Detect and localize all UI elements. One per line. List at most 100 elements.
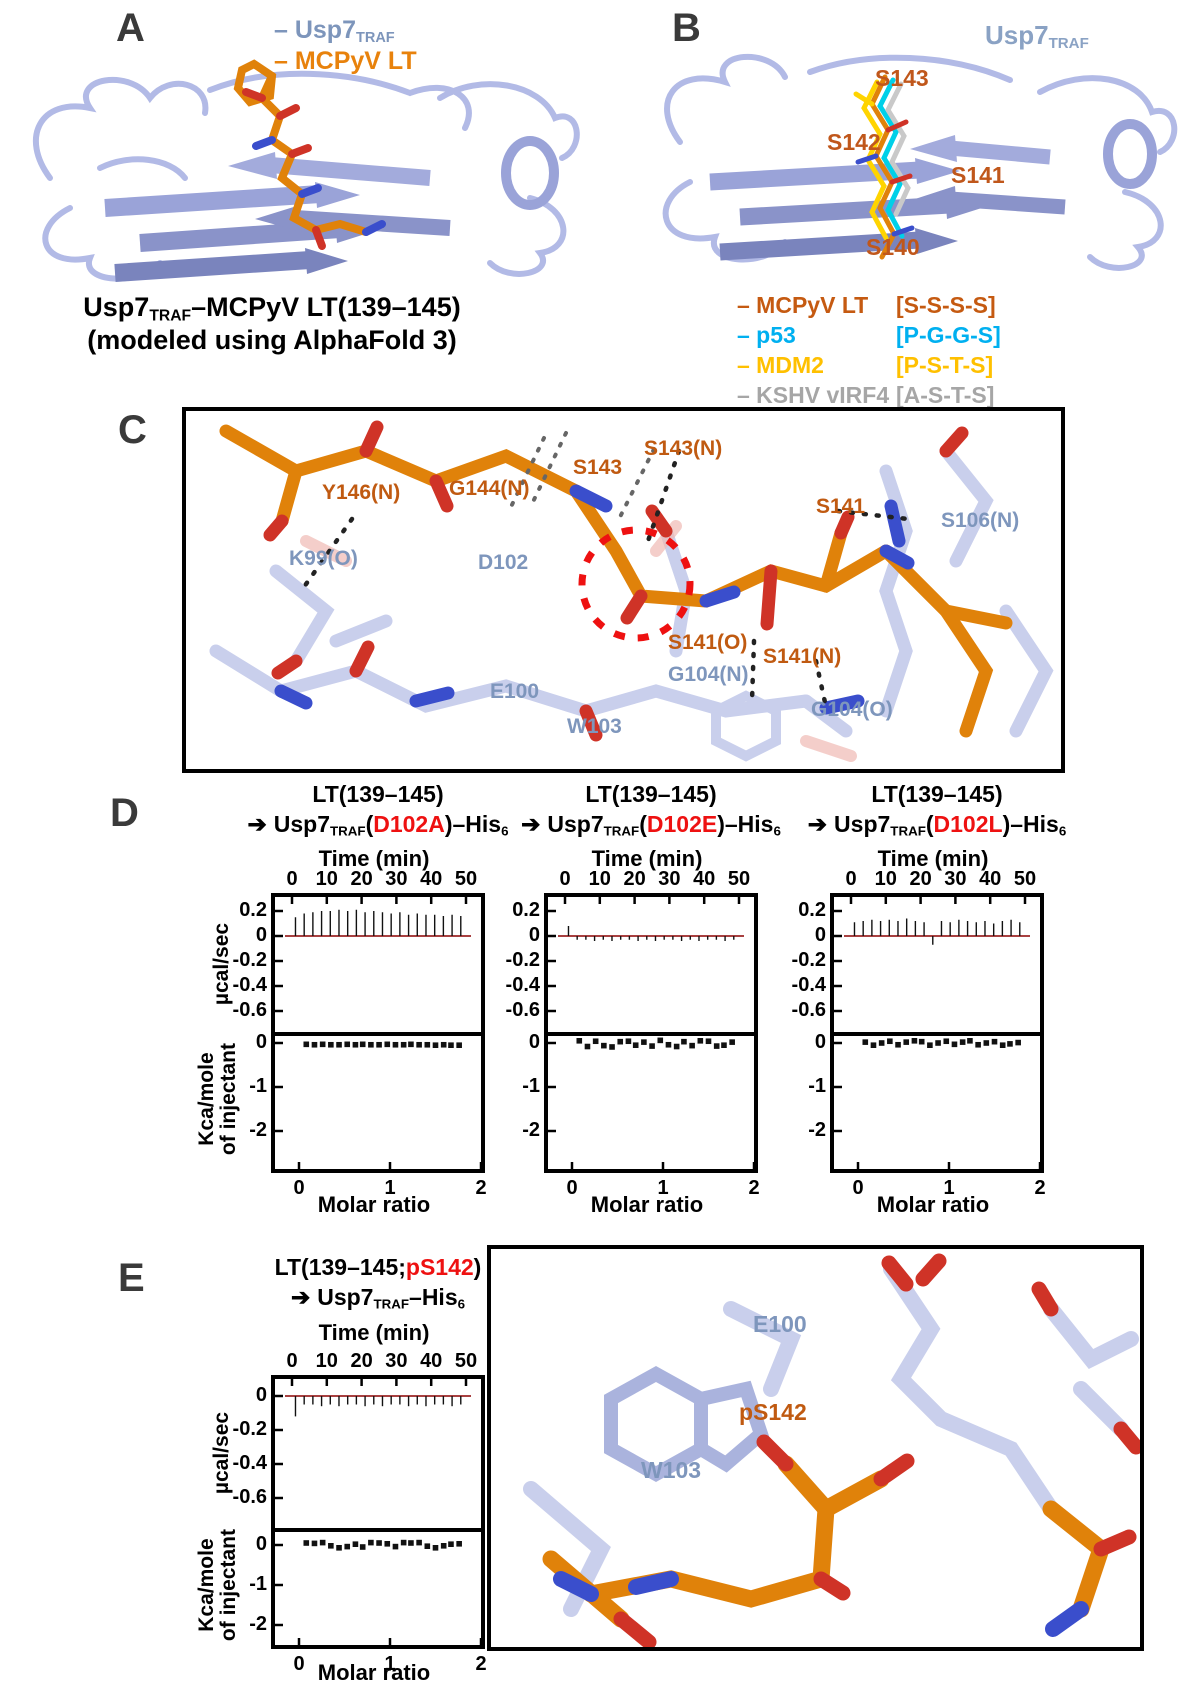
axis-tick-label: -1 <box>522 1075 540 1097</box>
axis-tick-label: 0 <box>528 924 540 946</box>
axis-tick-label: 0 <box>255 1031 267 1053</box>
panel-label-a: A <box>116 6 145 50</box>
axis-tick-label: 1 <box>384 1177 396 1199</box>
arrow-icon: ➔ <box>807 811 828 838</box>
c-label-s141o: S141(O) <box>668 631 748 654</box>
c-label-s141: S141 <box>816 495 866 518</box>
axis-tick-label: 30 <box>385 1350 408 1372</box>
axis-tick-label: -0.4 <box>791 974 826 996</box>
axis-tick-label: -1 <box>249 1075 267 1097</box>
panel-label-b: B <box>672 6 701 50</box>
axis-tick-label: 0.2 <box>239 899 267 921</box>
axis-tick-label: 40 <box>979 868 1002 890</box>
itc-plot-svg <box>275 1379 481 1645</box>
axis-tick-label: 20 <box>909 868 932 890</box>
axis-tick-label: 0 <box>852 1177 864 1199</box>
xlabel-molar-ratio: Molar ratio <box>876 1192 990 1217</box>
c-label-s143: S143 <box>573 456 623 479</box>
e-label-e100: E100 <box>753 1311 807 1337</box>
e-label-w103: W103 <box>641 1457 702 1483</box>
axis-tick-label: 0 <box>814 924 826 946</box>
c-label-k99o: K99(O) <box>289 547 358 570</box>
axis-tick-label: -0.2 <box>505 949 540 971</box>
legend-usp7-text: – Usp7 <box>274 16 356 44</box>
axis-tick-label: 20 <box>350 1350 373 1372</box>
axis-tick-label: 1 <box>943 1177 955 1199</box>
axis-tick-label: 10 <box>315 868 338 890</box>
axis-tick-label: -0.2 <box>232 1418 267 1440</box>
itc-plot-ps142: 0 10 20 30 40 50 0 -0.2 -0.4 -0.6 0 -1 -2 0 1 2 <box>233 1350 487 1675</box>
axis-tick-label: 0.2 <box>512 899 540 921</box>
residue-label-s140: S140 <box>866 234 920 260</box>
c-label-w103: W103 <box>567 715 622 738</box>
axis-tick-label: 0 <box>293 1653 305 1675</box>
axis-tick-label: 50 <box>454 868 478 890</box>
highlight-circle-s142 <box>578 526 694 642</box>
axis-tick-label: 0 <box>255 924 267 946</box>
axis-tick-label: 30 <box>658 868 681 890</box>
structure-closeup-interactions: Y146(N) G144(N) S143 S143(N) S141 S106(N… <box>182 407 1065 773</box>
axis-tick-label: -0.4 <box>232 974 267 996</box>
caption-panel-a: Usp7TRAF–MCPyV LT(139–145) (modeled usin… <box>62 292 482 356</box>
arrow-icon: ➔ <box>521 811 541 838</box>
time-axis-title: Time (min) <box>877 846 989 871</box>
itc-title-d102a: LT(139–145) ➔ Usp7TRAF(D102A)–His6 <box>247 781 509 840</box>
time-axis-title: Time (min) <box>318 1320 430 1345</box>
axis-tick-label: 50 <box>1013 868 1037 890</box>
axis-tick-label: -2 <box>249 1613 267 1635</box>
legend-row-kshv: – KSHV vIRF4 [A-S-T-S] <box>737 382 995 408</box>
xlabel-molar-ratio: Molar ratio <box>317 1660 431 1685</box>
axis-tick-label: -0.4 <box>505 974 540 996</box>
c-label-s106n: S106(N) <box>941 509 1020 532</box>
xlabel-molar-ratio: Molar ratio <box>317 1192 431 1217</box>
axis-tick-label: -2 <box>808 1119 826 1141</box>
axis-tick-label: 40 <box>693 868 716 890</box>
itc-plot-d102e: 0 10 20 30 40 50 0.2 0 -0.2 -0.4 -0.6 0 -1 -2 0 1 2 <box>506 868 760 1199</box>
axis-tick-label: -0.6 <box>232 999 267 1021</box>
caption-a-line2: (modeled using AlphaFold 3) <box>87 325 457 356</box>
label-usp7traf-domain: Usp7TRAF <box>985 20 1089 53</box>
axis-tick-label: 0 <box>286 1350 298 1372</box>
axis-tick-label: 2 <box>475 1653 487 1675</box>
time-axis-title: Time (min) <box>318 846 430 871</box>
axis-tick-label: -0.2 <box>232 949 267 971</box>
itc-title-d102e: LT(139–145) ➔ Usp7TRAF(D102E)–His6 <box>521 781 781 840</box>
legend-mcpyv-lt: – MCPyV LT <box>274 47 417 75</box>
e-label-ps142: pS142 <box>739 1399 807 1425</box>
residue-label-s142: S142 <box>827 129 881 155</box>
c-label-g104o: G104(O) <box>811 698 893 721</box>
axis-tick-label: 2 <box>1034 1177 1046 1199</box>
axis-tick-label: 1 <box>384 1653 396 1675</box>
itc-plot-svg <box>834 897 1040 1169</box>
c-label-s141n: S141(N) <box>763 645 842 668</box>
itc-plot-svg <box>275 897 481 1169</box>
axis-tick-label: 50 <box>454 1350 478 1372</box>
c-label-s143n: S143(N) <box>644 437 723 460</box>
time-axis-title: Time (min) <box>591 846 703 871</box>
axis-tick-label: 0 <box>845 868 857 890</box>
panel-label-d: D <box>110 791 139 835</box>
axis-tick-label: 2 <box>475 1177 487 1199</box>
axis-tick-label: -0.6 <box>791 999 826 1021</box>
arrow-icon: ➔ <box>247 811 267 838</box>
itc-plot-d102l: 0 10 20 30 40 50 0.2 0 -0.2 -0.4 -0.6 0 -1 -2 0 1 2 <box>792 868 1046 1199</box>
itc-title-ps142: LT(139–145;pS142) ➔ Usp7TRAF–His6 <box>274 1254 482 1313</box>
axis-tick-label: -1 <box>808 1075 826 1097</box>
axis-tick-label: 0 <box>566 1177 578 1199</box>
residue-label-s141: S141 <box>951 162 1005 188</box>
axis-tick-label: 0 <box>255 1533 267 1555</box>
axis-tick-label: -0.6 <box>232 1486 267 1508</box>
c-label-d102: D102 <box>478 551 529 574</box>
itc-plot-d102a: 0 10 20 30 40 50 0.2 0 -0.2 -0.4 -0.6 0 -1 -2 0 1 2 <box>233 868 487 1199</box>
axis-tick-label: 2 <box>748 1177 760 1199</box>
axis-tick-label: 0 <box>255 1384 267 1406</box>
residue-label-s143: S143 <box>875 65 929 91</box>
structure-sticks-svg <box>209 420 1054 762</box>
panel-label-c: C <box>118 408 147 452</box>
c-label-y146n: Y146(N) <box>322 481 401 504</box>
c-label-e100: E100 <box>490 680 540 703</box>
axis-tick-label: 30 <box>944 868 967 890</box>
axis-tick-label: -2 <box>522 1119 540 1141</box>
legend-usp7-sub: TRAF <box>355 30 395 47</box>
